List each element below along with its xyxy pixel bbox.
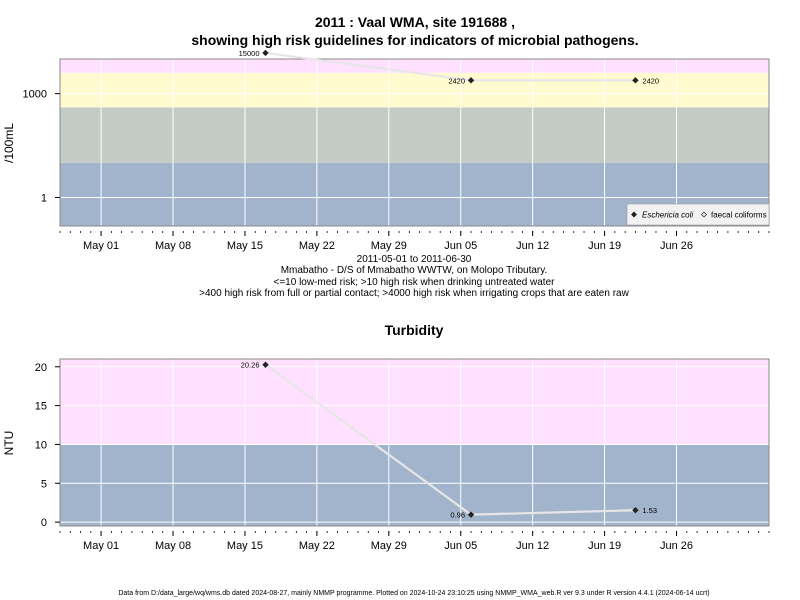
chart2-data-label-1: 0.96 <box>450 511 465 520</box>
chart1-caption-risk-low: <=10 low-med risk; >10 high risk when dr… <box>274 277 556 288</box>
chart2-title: Turbidity <box>385 322 444 338</box>
chart1-legend-label-1: faecal coliforms <box>711 211 767 220</box>
chart1-panel: May 01 May 08 May 15 May 22 May 29 Jun 05 Jun … <box>23 49 770 252</box>
chart1-legend-label-0: Eschericia coli <box>642 211 693 220</box>
chart1-x-tick-label-8: Jun 26 <box>660 240 693 252</box>
chart1-title-line2: showing high risk guidelines for indicat… <box>191 32 638 48</box>
chart1-plot-frame <box>59 58 770 227</box>
chart1-x-tick-label-6: Jun 12 <box>516 240 549 252</box>
chart1-x-tick-label-2: May 15 <box>227 240 263 252</box>
chart1-legend-marker-0 <box>631 211 637 218</box>
chart1-caption-site: Mmabatho - D/S of Mmabatho WWTW, on Molo… <box>281 265 548 276</box>
chart2-x-tick-label-2: May 15 <box>227 540 263 552</box>
chart2-data-point-0 <box>262 361 269 368</box>
chart2-y-tick-label-0: 0 <box>41 517 47 529</box>
chart2-risk-band-0 <box>60 444 769 526</box>
chart2-x-tick-label-0: May 01 <box>83 540 119 552</box>
chart1-x-tick-label-7: Jun 19 <box>588 240 621 252</box>
chart2-risk-band-1 <box>60 359 769 445</box>
chart1-caption-risk-high: >400 high risk from full or partial cont… <box>199 288 629 299</box>
chart1-x-tick-label-5: Jun 05 <box>444 240 477 252</box>
chart2-plot-frame <box>59 358 770 527</box>
chart1-data-label-1: 2420 <box>448 76 465 85</box>
chart1-risk-band-1 <box>60 107 769 163</box>
chart1-data-point-1 <box>467 77 475 84</box>
chart1-x-tick-label-4: May 29 <box>371 240 407 252</box>
chart1-x-tick-label-1: May 08 <box>155 240 191 252</box>
chart2-x-tick-label-4: May 29 <box>371 540 407 552</box>
chart1-legend-marker-1 <box>701 211 707 218</box>
chart1-title-line1: 2011 : Vaal WMA, site 191688 , <box>315 14 515 30</box>
chart2-x-tick-label-7: Jun 19 <box>588 540 621 552</box>
chart2-data-label-0: 20.26 <box>241 361 260 370</box>
chart2-y-tick-label-1: 5 <box>41 478 47 490</box>
chart1-data-point-0 <box>262 49 269 57</box>
chart1-x-tick-label-3: May 22 <box>299 240 335 252</box>
chart2-x-tick-label-1: May 08 <box>155 540 191 552</box>
chart2-y-tick-label-2: 10 <box>35 439 47 451</box>
chart1-y-tick-label-0: 1 <box>41 192 47 204</box>
chart2-y-tick-label-3: 15 <box>35 401 47 413</box>
chart2-x-tick-label-8: Jun 26 <box>660 540 693 552</box>
chart1-legend-box <box>626 203 770 226</box>
chart1-caption-date-range: 2011-05-01 to 2011-06-30 <box>357 254 472 265</box>
chart2-data-point-1 <box>467 511 475 518</box>
chart1-risk-band-2 <box>60 72 769 108</box>
chart1-data-point-2 <box>632 77 639 84</box>
chart1-risk-band-3 <box>60 59 769 73</box>
chart2-data-label-2: 1.53 <box>642 506 657 515</box>
chart2-data-point-2 <box>632 507 639 514</box>
chart2-y-axis-label: NTU <box>2 431 16 456</box>
chart1-data-label-2: 2420 <box>642 76 659 85</box>
chart2-x-tick-label-6: Jun 12 <box>516 540 549 552</box>
chart1-x-tick-label-0: May 01 <box>83 240 119 252</box>
chart1-y-axis-label: /100mL <box>2 123 16 163</box>
chart2-x-tick-label-3: May 22 <box>299 540 335 552</box>
footer-note: Data from D:/data_large/wq/wms.db dated … <box>118 590 709 597</box>
chart1-y-tick-label-1: 1000 <box>23 89 47 101</box>
chart2-y-tick-label-4: 20 <box>35 362 47 374</box>
chart2-panel: May 01 May 08 May 15 May 22 May 29 Jun 05 Jun … <box>35 358 770 552</box>
chart1-data-label-0: 15000 <box>239 49 260 58</box>
chart2-x-tick-label-5: Jun 05 <box>444 540 477 552</box>
